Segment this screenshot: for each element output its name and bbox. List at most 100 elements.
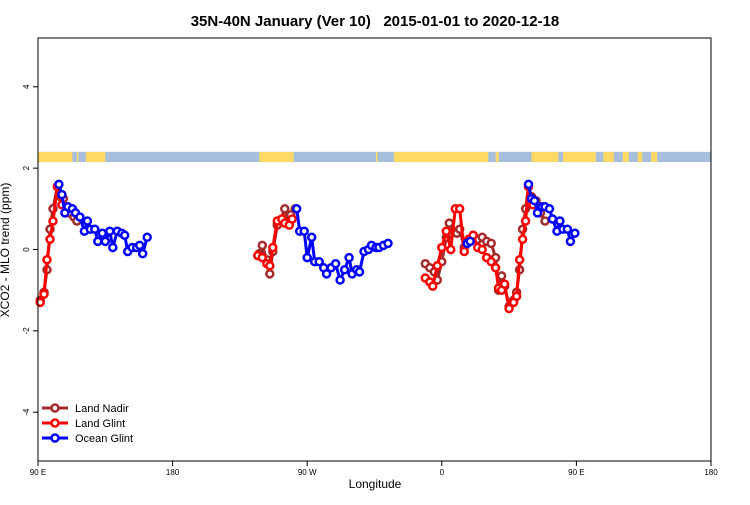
data-point [54,179,64,190]
data-point [499,279,510,289]
data-point [486,238,496,249]
data-point [57,189,67,200]
legend-marker [50,433,60,443]
data-point [517,234,528,245]
data-point [354,267,365,277]
data-point [105,226,115,236]
data-point [321,269,332,279]
data-point [454,204,465,214]
data-point [441,226,452,236]
series-ocean-glint [54,179,580,285]
data-point [490,263,501,273]
data-point [48,216,58,226]
data-point [302,252,312,263]
data-point [562,224,573,234]
data-point [265,269,275,279]
y-tick-label: 2 [22,165,31,170]
data-point [465,236,475,247]
data-point [82,216,93,226]
data-point [306,232,317,243]
data-point [565,236,576,247]
data-point [108,242,118,253]
land-segment [375,151,378,163]
data-point [432,261,443,271]
chart-title: 35N-40N January (Ver 10) 2015-01-01 to 2… [191,13,560,30]
land-segment [531,151,559,163]
legend-marker [50,418,60,428]
x-axis-label: Longitude [349,477,402,491]
land-segment [259,151,294,163]
data-point [299,226,309,236]
data-point [93,236,103,247]
x-tick-label: 180 [166,468,180,477]
data-point [134,240,145,251]
data-point [544,204,555,214]
data-point [100,236,111,247]
data-point [45,234,55,245]
data-point [570,228,580,238]
data-point [383,238,393,249]
x-tick-label: 90 E [568,468,584,477]
data-point [39,289,49,299]
legend-item-ocean-glint: Ocean Glint [42,433,133,445]
data-point [280,204,290,214]
data-point [540,216,550,226]
legend: Land Nadir Land Glint Ocean Glint [42,403,133,445]
data-point [523,179,534,190]
data-point [344,252,354,263]
x-tick-label: 180 [704,468,718,477]
land-segment [85,151,106,163]
data-point [459,246,469,257]
data-point [511,291,522,302]
ocean-band [38,151,711,163]
x-tick-label: 90 W [298,468,317,477]
land-segment [622,151,629,163]
legend-marker [50,403,60,413]
data-point [119,230,130,241]
y-tick-label: 0 [22,247,31,252]
y-tick-label: -4 [22,408,31,416]
legend-item-land-glint: Land Glint [42,418,125,430]
data-point [268,242,278,253]
data-point [90,224,100,234]
data-point [555,216,565,226]
land-segment [603,151,614,163]
data-point [444,218,455,228]
y-tick-label: -2 [22,327,31,335]
data-point [520,216,531,226]
data-point [142,232,152,243]
land-segment [637,151,643,163]
data-point [437,242,447,253]
data-point [428,281,438,291]
data-point [97,228,108,238]
data-point [287,214,297,224]
data-point [504,303,514,314]
legend-label: Land Glint [75,418,125,430]
land-segment [38,151,73,163]
data-point [265,261,275,271]
data-point [514,254,525,265]
y-axis-label: XCO2 - MLO trend (ppm) [0,183,12,318]
data-point [547,214,558,224]
data-point [486,256,496,267]
y-axis: 4 2 0 -2 -4 [22,84,38,416]
data-point [532,208,543,218]
data-point [496,271,507,281]
y-tick-label: 4 [22,84,31,89]
series-layer [35,179,580,314]
x-tick-label: 90 E [30,468,46,477]
data-point [42,254,52,265]
data-point [257,252,268,263]
legend-item-land-nadir: Land Nadir [42,403,129,415]
land-segment [562,151,596,163]
land-ocean-band [38,151,711,163]
data-point [339,265,350,275]
data-point [529,195,540,206]
land-segment [76,151,79,163]
land-segment [651,151,658,163]
data-point [314,256,324,267]
legend-label: Land Nadir [75,403,129,415]
data-point [257,240,268,251]
